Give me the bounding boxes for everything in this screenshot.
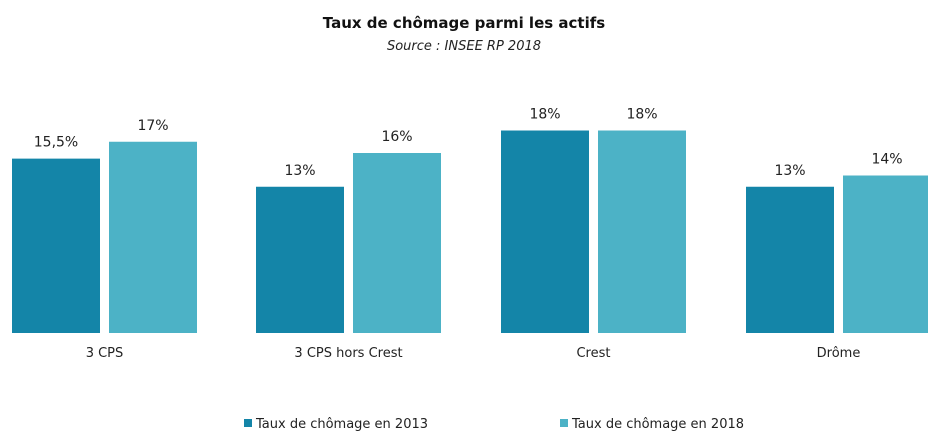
bar-2018-0 [109,141,197,333]
category-label-1: 3 CPS hors Crest [294,346,402,361]
data-label-2018-1: 16% [381,129,412,145]
data-label-2018-0: 17% [137,118,168,134]
bar-2013-0 [12,158,100,333]
category-labels-group: 3 CPS 3 CPS hors Crest Crest Drôme [86,346,861,361]
data-label-2013-0: 15,5% [34,135,78,151]
legend-swatch-1 [560,419,568,427]
data-labels-group: 15,5% 17% 13% 16% 18% 18% 13% 14% [34,107,903,179]
data-label-2018-2: 18% [626,107,657,123]
bars-group [12,130,928,333]
bar-2018-3 [843,175,928,333]
data-label-2013-1: 13% [284,163,315,179]
category-label-2: Crest [576,346,610,361]
legend-swatch-0 [244,419,252,427]
bar-2018-2 [598,130,686,333]
data-label-2013-2: 18% [529,107,560,123]
chart-title: Taux de chômage parmi les actifs [323,14,605,32]
category-label-0: 3 CPS [86,346,124,361]
category-label-3: Drôme [817,346,861,361]
bar-2013-1 [256,186,344,333]
legend-label-0: Taux de chômage en 2013 [255,417,428,432]
data-label-2018-3: 14% [871,152,902,168]
legend-label-1: Taux de chômage en 2018 [571,417,744,432]
data-label-2013-3: 13% [774,163,805,179]
legend: Taux de chômage en 2013 Taux de chômage e… [244,417,744,432]
bar-2018-1 [353,153,441,333]
bar-2013-2 [501,130,589,333]
chart-subtitle: Source : INSEE RP 2018 [387,39,541,54]
bar-2013-3 [746,186,834,333]
